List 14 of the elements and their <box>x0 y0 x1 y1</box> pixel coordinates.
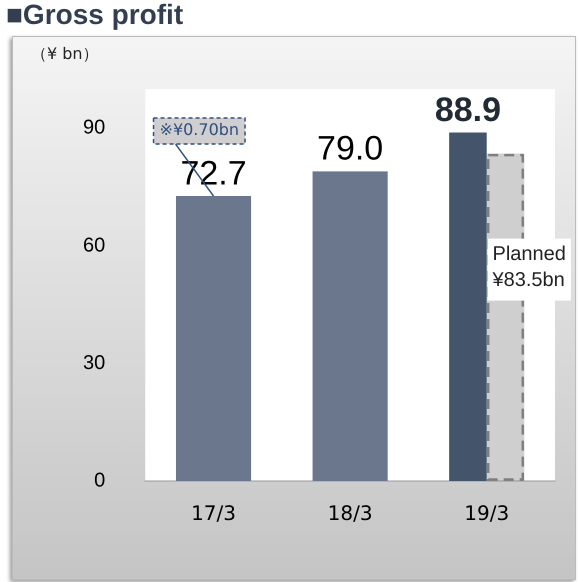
x-tick-label: 17/3 <box>191 501 236 526</box>
y-axis-title: （¥ bn） <box>31 44 99 64</box>
data-label: 79.0 <box>317 130 384 168</box>
annotation: ※¥0.70bn <box>160 120 240 140</box>
bar <box>176 196 252 481</box>
data-label: Planned ¥83.5bn <box>491 243 566 292</box>
x-tick-label: 19/3 <box>464 501 510 526</box>
y-tick-label: 60 <box>82 234 106 256</box>
y-tick-label: 0 <box>94 470 106 492</box>
chart-title: ■Gross profit <box>5 0 184 32</box>
x-tick-label: 18/3 <box>328 501 373 526</box>
y-tick-label: 30 <box>82 352 106 374</box>
y-tick-label: 90 <box>82 116 106 139</box>
data-label: 88.9 <box>434 90 502 129</box>
